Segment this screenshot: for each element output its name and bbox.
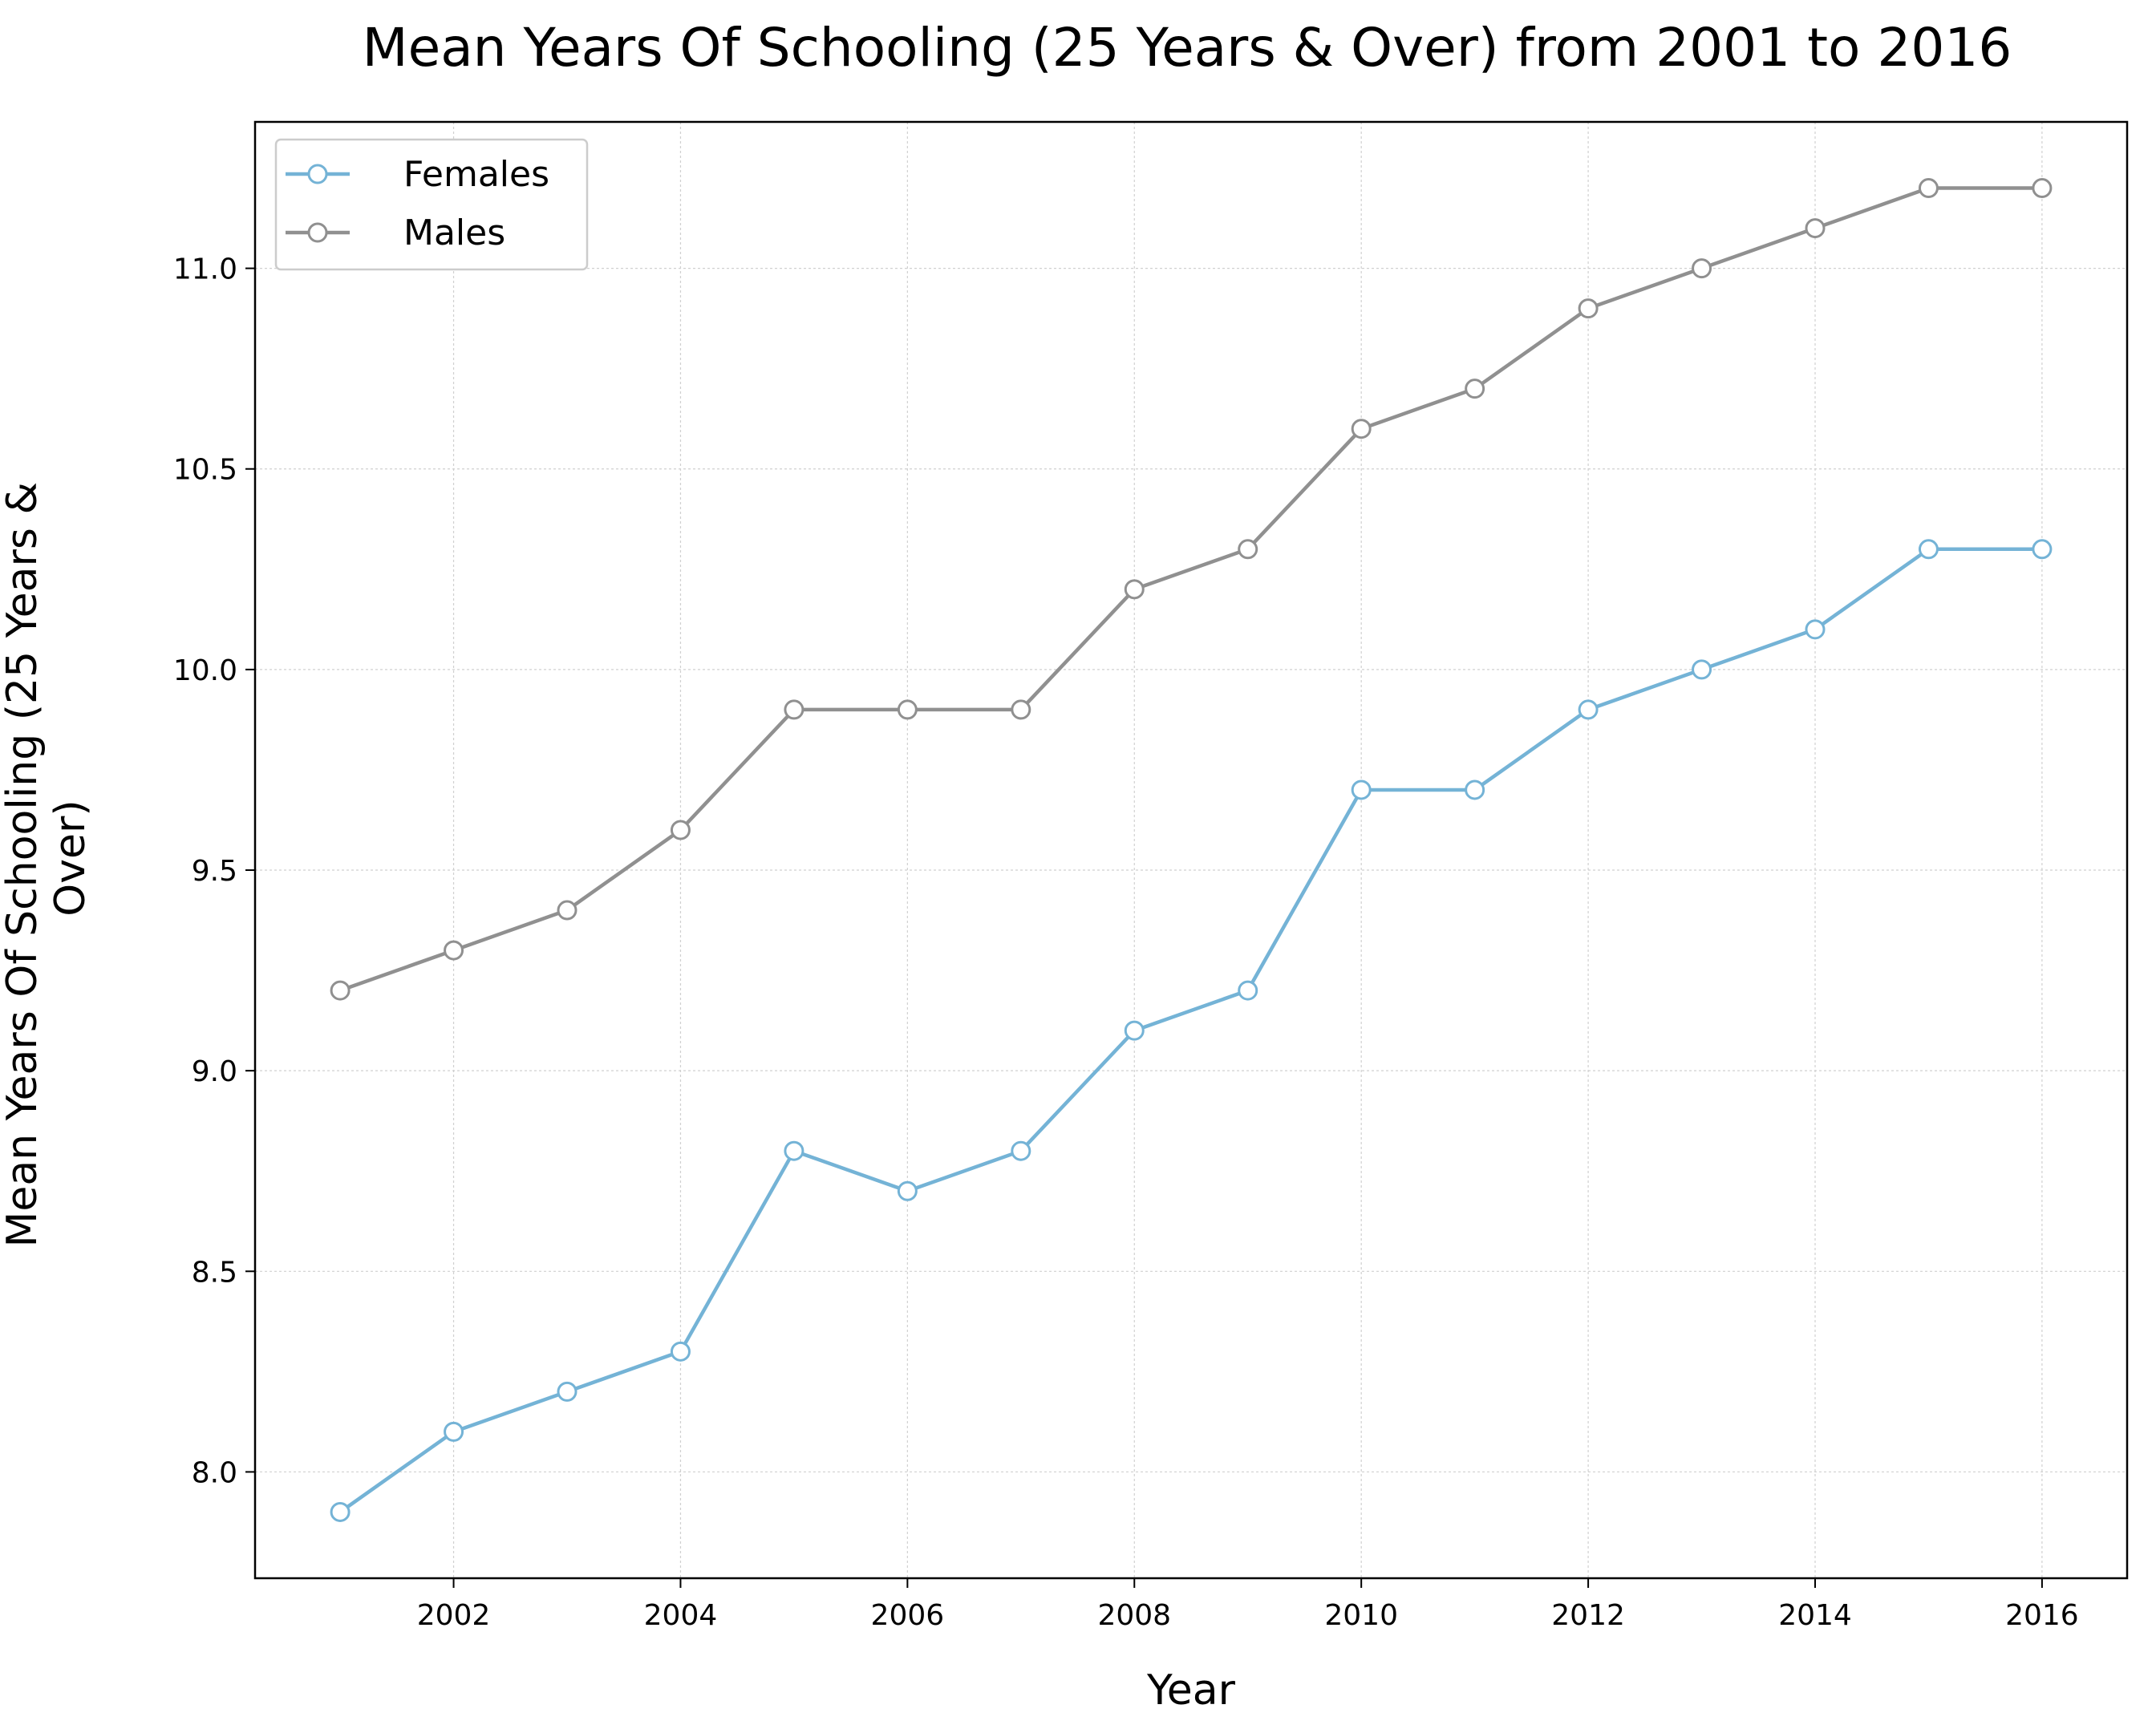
data-point-females [1124,1020,1145,1041]
y-axis-label-line-1: Mean Years Of Schooling (25 Years & [0,482,47,1248]
data-point-females [1238,980,1258,1001]
axis-ticks: 2002 2004 2006 2008 2010 2012 2014 2016 8.0 8.5 9.… [173,253,2079,1632]
legend-label-females: Females [403,154,549,195]
data-point-females [1918,539,1939,560]
data-point-females [1692,659,1712,680]
data-point-females [1465,779,1485,800]
data-point-males [444,940,464,961]
data-point-males [1578,298,1599,319]
y-tick-label: 9.5 [192,855,237,888]
series-line-females [338,547,2042,1514]
legend-marker-males [307,222,328,243]
data-point-females [1011,1140,1031,1161]
y-tick-label: 8.0 [192,1456,237,1489]
data-point-females [330,1501,351,1522]
x-tick-label: 2004 [644,1599,718,1632]
data-point-females [1578,699,1599,720]
data-point-males [1351,419,1372,439]
data-point-females [897,1180,918,1201]
data-point-females [557,1381,578,1402]
data-point-males [670,820,691,840]
y-axis-label-line-2: Over) [47,800,95,916]
chart-title: Mean Years Of Schooling (25 Years & Over… [363,17,2012,79]
data-point-males [1238,539,1258,560]
x-tick-label: 2008 [1097,1599,1171,1632]
data-point-females [444,1421,464,1442]
series-females [330,539,2053,1522]
data-point-males [1918,178,1939,199]
x-tick-label: 2016 [2005,1599,2079,1632]
x-tick-label: 2010 [1324,1599,1398,1632]
data-point-females [670,1341,691,1362]
series-males [330,178,2053,1001]
data-point-males [557,900,578,921]
data-point-males [1692,258,1712,279]
data-point-males [1124,579,1145,600]
legend-entry-females: Females [286,154,549,195]
y-tick-label: 10.5 [173,454,237,487]
data-series [330,178,2053,1522]
legend-marker-females [307,164,328,184]
series-line-males [339,186,2042,993]
data-point-males [330,980,351,1001]
data-point-females [1805,619,1826,640]
legend-box [274,138,589,271]
data-point-males [2032,178,2053,199]
data-point-males [1805,218,1826,239]
data-point-females [1351,779,1372,800]
y-tick-label: 9.0 [192,1055,237,1088]
plot-area-frame [253,120,2129,1580]
x-tick-label: 2006 [871,1599,945,1632]
data-point-males [784,699,804,720]
y-tick-label: 10.0 [173,654,237,687]
gridlines [255,122,2127,1578]
x-tick-label: 2002 [417,1599,491,1632]
x-tick-label: 2014 [1778,1599,1852,1632]
y-axis-label: Mean Years Of Schooling (25 Years & Over… [0,468,95,1247]
y-tick-label: 8.5 [192,1256,237,1289]
x-axis-label: Year [1146,1666,1236,1715]
data-point-females [2032,539,2053,560]
y-tick-label: 11.0 [173,253,237,286]
data-point-males [897,699,918,720]
data-point-males [1011,699,1031,720]
data-point-males [1465,379,1485,399]
legend: Females Males [274,138,589,271]
legend-entry-males: Males [286,213,505,253]
x-tick-label: 2012 [1551,1599,1625,1632]
legend-label-males: Males [403,213,505,253]
data-point-females [784,1140,804,1161]
